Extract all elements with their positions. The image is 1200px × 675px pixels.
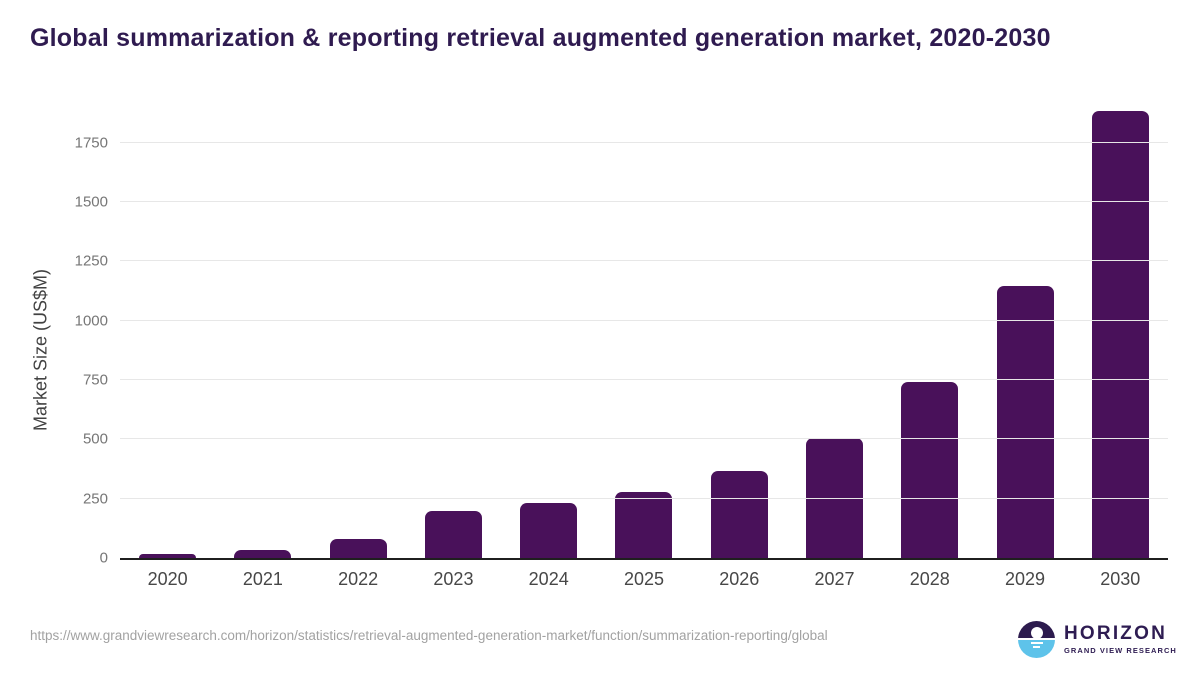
gridline-1250 bbox=[120, 260, 1168, 262]
bar-column-2022 bbox=[311, 100, 406, 558]
logo-text: HORIZON GRAND VIEW RESEARCH bbox=[1064, 624, 1177, 655]
bar-2025 bbox=[615, 491, 673, 558]
x-tick-label-2029: 2029 bbox=[1005, 569, 1046, 589]
x-tick-label-2022: 2022 bbox=[338, 569, 379, 589]
bar-column-2027 bbox=[787, 100, 882, 558]
bar-column-2021 bbox=[215, 100, 310, 558]
chart-title: Global summarization & reporting retriev… bbox=[30, 24, 1051, 52]
x-axis-labels: 2020 2021 2022 2023 2024 2025 2026 2027 2028 2029… bbox=[120, 569, 1168, 590]
logo-reflection-line-2 bbox=[1033, 646, 1040, 648]
y-tick-label-500: 500 bbox=[82, 430, 108, 448]
y-axis-title: Market Size (US$M) bbox=[30, 268, 51, 432]
plot-area: 0 250 500 750 1000 1250 1500 1750 bbox=[75, 100, 1168, 566]
x-tick-label-2020: 2020 bbox=[147, 569, 188, 589]
bar-2024 bbox=[520, 503, 578, 558]
y-tick-label-250: 250 bbox=[82, 490, 108, 508]
x-tick-label-2023: 2023 bbox=[433, 569, 474, 589]
bars-container bbox=[120, 100, 1168, 558]
horizon-sunset-circle-icon bbox=[1018, 621, 1055, 658]
y-tick-label-1250: 1250 bbox=[74, 252, 108, 270]
logo-name: HORIZON bbox=[1064, 623, 1168, 644]
gridline-1500 bbox=[120, 201, 1168, 203]
bar-column-2030 bbox=[1073, 100, 1168, 558]
bar-2026 bbox=[710, 471, 768, 558]
y-tick-label-1500: 1500 bbox=[74, 193, 108, 211]
gridline-750 bbox=[120, 379, 1168, 381]
bar-2030 bbox=[1091, 110, 1149, 558]
bar-column-2025 bbox=[596, 100, 691, 558]
y-tick-label-1750: 1750 bbox=[74, 134, 108, 152]
bar-column-2029 bbox=[977, 100, 1072, 558]
x-tick-label-2028: 2028 bbox=[909, 569, 950, 589]
bar-2029 bbox=[996, 286, 1054, 558]
x-tick-label-2030: 2030 bbox=[1100, 569, 1141, 589]
logo-subtitle: GRAND VIEW RESEARCH bbox=[1064, 646, 1177, 655]
bar-column-2023 bbox=[406, 100, 501, 558]
source-url: https://www.grandviewresearch.com/horizo… bbox=[30, 628, 828, 643]
bar-column-2026 bbox=[692, 100, 787, 558]
y-tick-label-0: 0 bbox=[99, 549, 108, 567]
logo-reflection-line-1 bbox=[1030, 642, 1043, 644]
x-tick-label-2026: 2026 bbox=[719, 569, 760, 589]
gridline-500 bbox=[120, 438, 1168, 440]
bar-2028 bbox=[901, 382, 959, 558]
bar-2023 bbox=[424, 510, 482, 558]
bar-2021 bbox=[234, 549, 292, 558]
gridline-1000 bbox=[120, 319, 1168, 321]
x-tick-label-2025: 2025 bbox=[623, 569, 664, 589]
gridline-250 bbox=[120, 497, 1168, 499]
logo-sea-half bbox=[1018, 640, 1055, 658]
gridline-1750 bbox=[120, 141, 1168, 143]
logo-sun-icon bbox=[1030, 627, 1043, 639]
bar-column-2024 bbox=[501, 100, 596, 558]
bar-column-2020 bbox=[120, 100, 215, 558]
bar-2022 bbox=[329, 539, 387, 558]
y-tick-label-1000: 1000 bbox=[74, 312, 108, 330]
bar-2020 bbox=[139, 554, 197, 558]
horizon-logo: HORIZON GRAND VIEW RESEARCH bbox=[1018, 621, 1177, 658]
y-tick-label-750: 750 bbox=[82, 371, 108, 389]
bar-column-2028 bbox=[882, 100, 977, 558]
x-tick-label-2021: 2021 bbox=[242, 569, 283, 589]
x-tick-label-2027: 2027 bbox=[814, 569, 855, 589]
x-tick-label-2024: 2024 bbox=[528, 569, 569, 589]
